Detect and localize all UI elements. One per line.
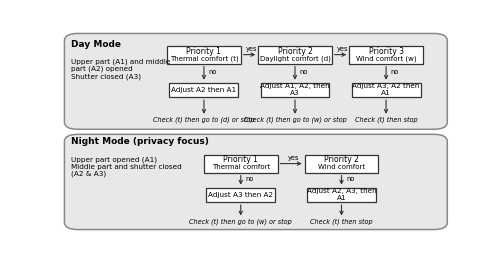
Text: Upper part (A1) and middle
part (A2) opened
Shutter closed (A3): Upper part (A1) and middle part (A2) ope…	[71, 58, 170, 79]
Text: Priority 1: Priority 1	[224, 155, 258, 165]
FancyBboxPatch shape	[64, 134, 448, 230]
Text: Priority 2: Priority 2	[278, 47, 312, 56]
Text: Adjust A2, A3, then
A1: Adjust A2, A3, then A1	[306, 188, 376, 201]
FancyBboxPatch shape	[307, 188, 376, 202]
Text: yes: yes	[288, 155, 299, 161]
Text: no: no	[208, 69, 217, 75]
Text: no: no	[346, 176, 354, 182]
Text: Check (t) then stop: Check (t) then stop	[310, 218, 373, 225]
Text: no: no	[246, 176, 254, 182]
Text: Day Mode: Day Mode	[71, 40, 121, 49]
FancyBboxPatch shape	[304, 155, 378, 173]
Text: Priority 3: Priority 3	[368, 47, 404, 56]
Text: Upper part opened (A1)
Middle part and shutter closed
(A2 & A3): Upper part opened (A1) Middle part and s…	[71, 156, 182, 177]
Text: Night Mode (privacy focus): Night Mode (privacy focus)	[71, 138, 209, 146]
Text: no: no	[300, 69, 308, 75]
Text: Adjust A1, A2, then
A3: Adjust A1, A2, then A3	[260, 83, 330, 96]
Text: no: no	[390, 69, 399, 75]
FancyBboxPatch shape	[170, 83, 238, 97]
Text: Thermal comfort (t): Thermal comfort (t)	[170, 55, 238, 62]
Text: Thermal comfort: Thermal comfort	[212, 164, 270, 170]
Text: Check (t) then go to (d) or stop: Check (t) then go to (d) or stop	[153, 117, 254, 123]
FancyBboxPatch shape	[349, 46, 423, 64]
Text: yes: yes	[246, 46, 257, 52]
FancyBboxPatch shape	[206, 188, 275, 202]
FancyBboxPatch shape	[64, 34, 448, 129]
Text: Wind comfort (w): Wind comfort (w)	[356, 55, 416, 62]
FancyBboxPatch shape	[167, 46, 241, 64]
Text: yes: yes	[336, 46, 348, 52]
Text: Adjust A3, A2 then
A1: Adjust A3, A2 then A1	[352, 83, 420, 96]
Text: Priority 1: Priority 1	[186, 47, 222, 56]
Text: Priority 2: Priority 2	[324, 155, 359, 165]
FancyBboxPatch shape	[352, 83, 420, 97]
FancyBboxPatch shape	[204, 155, 278, 173]
Text: Adjust A3 then A2: Adjust A3 then A2	[208, 192, 274, 198]
Text: Daylight comfort (d): Daylight comfort (d)	[260, 55, 330, 62]
Text: Wind comfort: Wind comfort	[318, 164, 365, 170]
FancyBboxPatch shape	[258, 46, 332, 64]
FancyBboxPatch shape	[260, 83, 330, 97]
Text: Check (t) then go to (w) or stop: Check (t) then go to (w) or stop	[244, 117, 346, 123]
Text: Adjust A2 then A1: Adjust A2 then A1	[172, 87, 236, 93]
Text: Check (t) then stop: Check (t) then stop	[355, 117, 418, 123]
Text: Check (t) then go to (w) or stop: Check (t) then go to (w) or stop	[190, 218, 292, 225]
